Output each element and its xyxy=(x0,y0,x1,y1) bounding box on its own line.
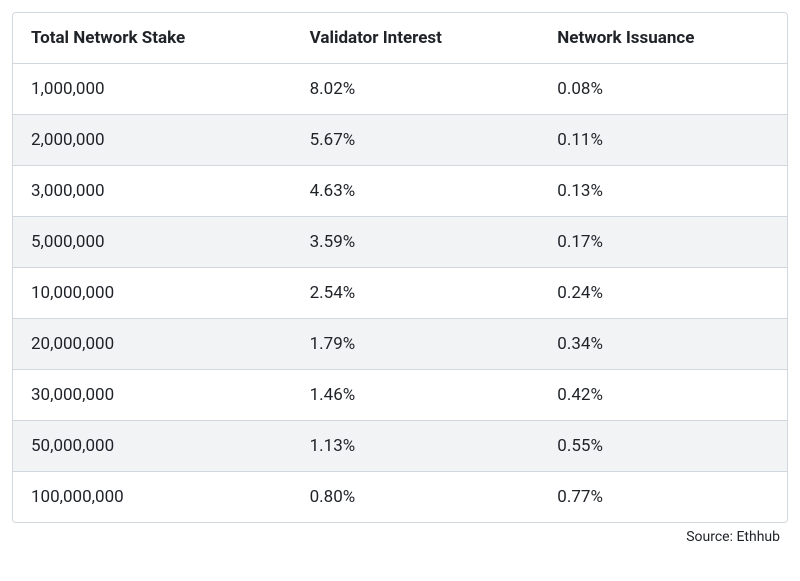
cell-interest: 2.54% xyxy=(292,268,540,319)
col-header-issuance: Network Issuance xyxy=(539,13,787,64)
table-row: 3,000,000 4.63% 0.13% xyxy=(13,166,787,217)
staking-table-wrapper: Total Network Stake Validator Interest N… xyxy=(12,12,788,523)
cell-stake: 20,000,000 xyxy=(13,319,292,370)
cell-interest: 4.63% xyxy=(292,166,540,217)
cell-interest: 8.02% xyxy=(292,64,540,115)
cell-interest: 3.59% xyxy=(292,217,540,268)
cell-issuance: 0.77% xyxy=(539,472,787,523)
cell-issuance: 0.11% xyxy=(539,115,787,166)
cell-issuance: 0.17% xyxy=(539,217,787,268)
cell-issuance: 0.08% xyxy=(539,64,787,115)
cell-interest: 1.13% xyxy=(292,421,540,472)
table-row: 10,000,000 2.54% 0.24% xyxy=(13,268,787,319)
source-attribution: Source: Ethhub xyxy=(12,523,788,545)
cell-interest: 1.46% xyxy=(292,370,540,421)
cell-issuance: 0.24% xyxy=(539,268,787,319)
cell-interest: 0.80% xyxy=(292,472,540,523)
cell-stake: 50,000,000 xyxy=(13,421,292,472)
cell-stake: 1,000,000 xyxy=(13,64,292,115)
cell-issuance: 0.34% xyxy=(539,319,787,370)
table-row: 5,000,000 3.59% 0.17% xyxy=(13,217,787,268)
cell-interest: 1.79% xyxy=(292,319,540,370)
col-header-interest: Validator Interest xyxy=(292,13,540,64)
cell-stake: 100,000,000 xyxy=(13,472,292,523)
cell-stake: 10,000,000 xyxy=(13,268,292,319)
col-header-stake: Total Network Stake xyxy=(13,13,292,64)
table-row: 2,000,000 5.67% 0.11% xyxy=(13,115,787,166)
table-row: 30,000,000 1.46% 0.42% xyxy=(13,370,787,421)
cell-interest: 5.67% xyxy=(292,115,540,166)
cell-issuance: 0.42% xyxy=(539,370,787,421)
cell-stake: 3,000,000 xyxy=(13,166,292,217)
cell-issuance: 0.13% xyxy=(539,166,787,217)
table-row: 100,000,000 0.80% 0.77% xyxy=(13,472,787,523)
table-row: 50,000,000 1.13% 0.55% xyxy=(13,421,787,472)
cell-stake: 5,000,000 xyxy=(13,217,292,268)
cell-stake: 30,000,000 xyxy=(13,370,292,421)
staking-table: Total Network Stake Validator Interest N… xyxy=(13,13,787,522)
cell-issuance: 0.55% xyxy=(539,421,787,472)
table-header-row: Total Network Stake Validator Interest N… xyxy=(13,13,787,64)
table-row: 20,000,000 1.79% 0.34% xyxy=(13,319,787,370)
cell-stake: 2,000,000 xyxy=(13,115,292,166)
table-row: 1,000,000 8.02% 0.08% xyxy=(13,64,787,115)
